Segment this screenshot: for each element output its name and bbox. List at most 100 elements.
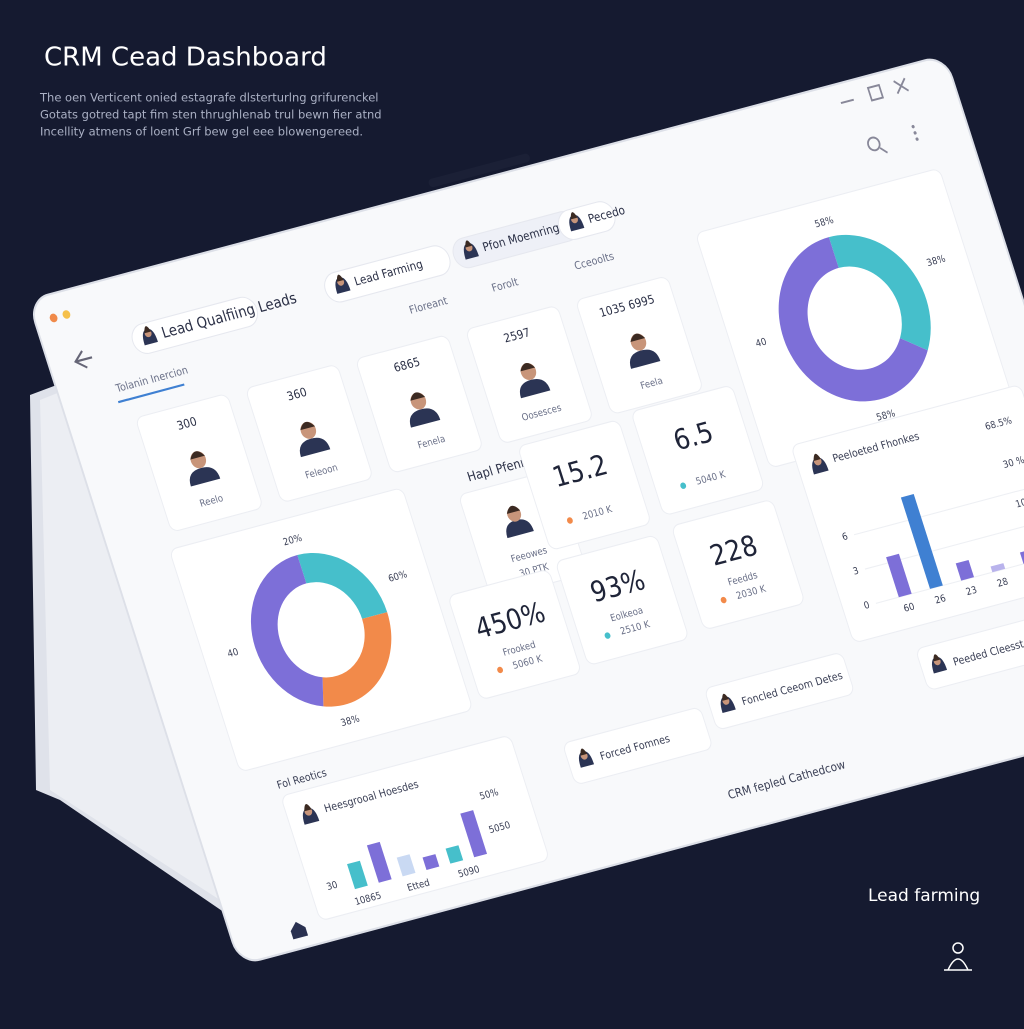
kpi-icon <box>604 632 611 639</box>
avatar-body <box>629 349 661 369</box>
chart-annotation: 30 <box>325 879 339 893</box>
bar <box>460 810 488 858</box>
donut-segment <box>778 237 928 402</box>
avatar-hair <box>190 451 205 460</box>
lead-value: 360 <box>285 385 308 403</box>
card <box>632 386 764 515</box>
bar <box>445 845 464 864</box>
info-card[interactable] <box>915 612 1024 690</box>
avatar <box>720 693 736 713</box>
avatar <box>519 362 551 399</box>
donut-segment <box>250 555 324 707</box>
home-icon[interactable] <box>288 920 309 940</box>
avatar <box>569 212 585 232</box>
card <box>519 420 650 550</box>
avatar-hair <box>570 212 578 220</box>
avatar-hair <box>336 274 344 282</box>
card <box>170 488 472 771</box>
avatar-hair <box>465 240 473 248</box>
avatar-body <box>409 408 441 428</box>
chart-annotation: Etted <box>406 877 432 894</box>
brand-icon <box>952 942 964 954</box>
avatar <box>629 333 661 369</box>
avatar-hair <box>630 333 646 342</box>
brand-icon-base <box>944 958 972 971</box>
avatar-body <box>519 379 551 399</box>
window-dot <box>49 313 58 323</box>
y-tick-label: 3 <box>852 565 861 578</box>
back-button[interactable] <box>73 349 95 370</box>
donut-segment <box>322 612 392 707</box>
info-card[interactable] <box>562 707 713 785</box>
tab[interactable] <box>128 294 261 356</box>
tab[interactable] <box>321 243 454 305</box>
info-card[interactable] <box>704 652 855 730</box>
chart-annotation: 5090 <box>457 864 482 881</box>
avatar-hair <box>410 392 426 401</box>
donut-annotation: 40 <box>754 336 768 350</box>
x-tick-label: 60 <box>902 601 916 615</box>
lead-value: 300 <box>175 415 198 433</box>
x-tick-label: 26 <box>933 593 947 607</box>
donut-annotation: 58% <box>813 214 835 230</box>
avatar-hair <box>813 453 821 462</box>
chart-annotation: 50% <box>478 787 500 803</box>
avatar-hair <box>304 804 312 812</box>
card <box>449 570 580 699</box>
bar <box>900 494 943 589</box>
kpi-icon <box>720 596 727 604</box>
bar <box>955 559 975 581</box>
menu-icon[interactable] <box>911 124 919 142</box>
camera-notch <box>428 153 530 188</box>
avatar <box>189 451 221 487</box>
avatar <box>812 453 829 475</box>
avatar <box>142 326 158 346</box>
chart-annotation: 10 % <box>1014 494 1024 511</box>
page-description: Incellity atmens of loent Grf bew gel ee… <box>40 125 363 139</box>
chart-annotation: 5050 <box>487 819 512 836</box>
bar <box>886 553 912 598</box>
bar <box>396 854 416 877</box>
donut-segment <box>828 234 931 351</box>
avatar-hair <box>933 654 941 662</box>
filter-underline <box>117 383 185 404</box>
bar <box>422 854 440 870</box>
kpi-icon <box>566 517 573 524</box>
donut-segment <box>297 553 388 619</box>
avatar-hair <box>144 326 152 334</box>
y-tick-label: 0 <box>862 599 871 612</box>
avatar-body <box>189 467 221 487</box>
kpi-icon <box>497 666 504 674</box>
avatar-hair <box>722 693 729 701</box>
donut-annotation: 20% <box>282 532 304 548</box>
window-controls[interactable] <box>839 77 909 108</box>
page-description: Gotats gotred tapt fim sten thrughlenab … <box>40 108 382 122</box>
grid-line <box>853 486 1024 536</box>
avatar <box>409 392 441 428</box>
search-icon-handle <box>879 147 888 154</box>
brand-label: Lead farming <box>868 886 980 906</box>
card <box>282 736 548 920</box>
search-icon[interactable] <box>866 136 881 152</box>
window-dot <box>62 310 71 319</box>
bar <box>347 860 368 890</box>
page-description: The oen Verticent onied estagrafe dlster… <box>39 91 378 105</box>
lead-value: 6865 <box>392 355 422 375</box>
card <box>556 535 688 665</box>
card <box>672 500 804 629</box>
donut-annotation: 38% <box>925 253 947 269</box>
x-tick-label: 23 <box>965 584 979 598</box>
avatar-body <box>506 519 534 539</box>
bar <box>990 563 1006 573</box>
chart-annotation: 30 % <box>1002 454 1024 471</box>
tablet-stand-face <box>40 392 220 900</box>
avatar-hair <box>520 363 536 372</box>
donut-annotation: 38% <box>339 713 361 729</box>
lead-value: 2597 <box>502 326 532 346</box>
donut-annotation: 60% <box>387 569 409 585</box>
lead-name: Feela <box>639 375 664 392</box>
kpi-icon <box>680 482 687 489</box>
